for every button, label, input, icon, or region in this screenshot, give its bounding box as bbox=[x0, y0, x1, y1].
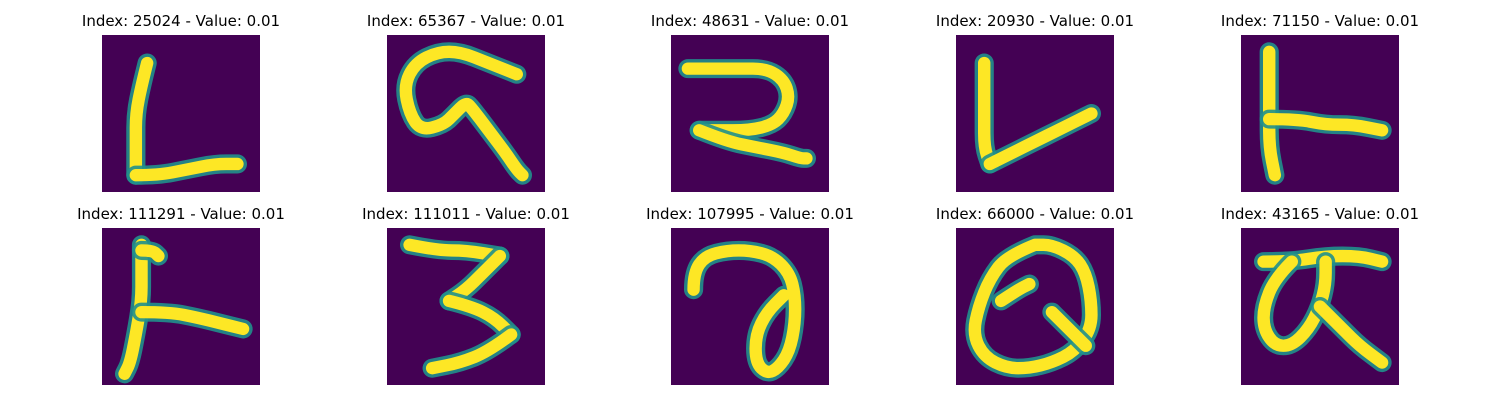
panel-title: Index: 111011 - Value: 0.01 bbox=[362, 205, 570, 223]
panel-title: Index: 20930 - Value: 0.01 bbox=[935, 12, 1135, 30]
panel-title: Index: 66000 - Value: 0.01 bbox=[935, 205, 1135, 223]
stroke-core bbox=[425, 328, 518, 375]
digit-image bbox=[1241, 35, 1399, 192]
digit-image bbox=[102, 228, 260, 385]
stroke-core bbox=[135, 305, 250, 336]
panel-title: Index: 43165 - Value: 0.01 bbox=[1220, 205, 1420, 223]
stroke-core bbox=[983, 107, 1098, 171]
stroke-core bbox=[135, 244, 165, 263]
digit-image bbox=[956, 228, 1114, 385]
panel-title: Index: 71150 - Value: 0.01 bbox=[1220, 12, 1420, 30]
stroke-core bbox=[442, 249, 507, 308]
digit-image bbox=[956, 35, 1114, 192]
stroke-core bbox=[681, 62, 795, 137]
stroke-core bbox=[403, 238, 507, 263]
panel-title: Index: 107995 - Value: 0.01 bbox=[646, 205, 854, 223]
digit-image bbox=[1241, 228, 1399, 385]
digit-image bbox=[671, 228, 829, 385]
stroke-core bbox=[693, 124, 813, 165]
stroke-core bbox=[994, 277, 1036, 308]
stroke-core bbox=[129, 56, 154, 182]
stroke-core bbox=[978, 56, 997, 171]
stroke-core bbox=[129, 157, 244, 182]
panel-title: Index: 48631 - Value: 0.01 bbox=[650, 12, 850, 30]
stroke-core bbox=[442, 294, 518, 341]
stroke-core bbox=[1045, 305, 1092, 352]
digit-image bbox=[671, 35, 829, 192]
stroke-core bbox=[968, 238, 1098, 375]
panel-title: Index: 111291 - Value: 0.01 bbox=[77, 205, 285, 223]
stroke-core bbox=[1263, 112, 1389, 137]
digit-image bbox=[387, 228, 545, 385]
panel-title: Index: 25024 - Value: 0.01 bbox=[81, 12, 281, 30]
digit-image bbox=[387, 35, 545, 192]
panel-title: Index: 65367 - Value: 0.01 bbox=[366, 12, 566, 30]
image-background bbox=[671, 35, 829, 192]
digit-image bbox=[102, 35, 260, 192]
stroke-core bbox=[399, 45, 529, 182]
stroke-core bbox=[1313, 300, 1389, 369]
stroke-core bbox=[687, 244, 802, 379]
